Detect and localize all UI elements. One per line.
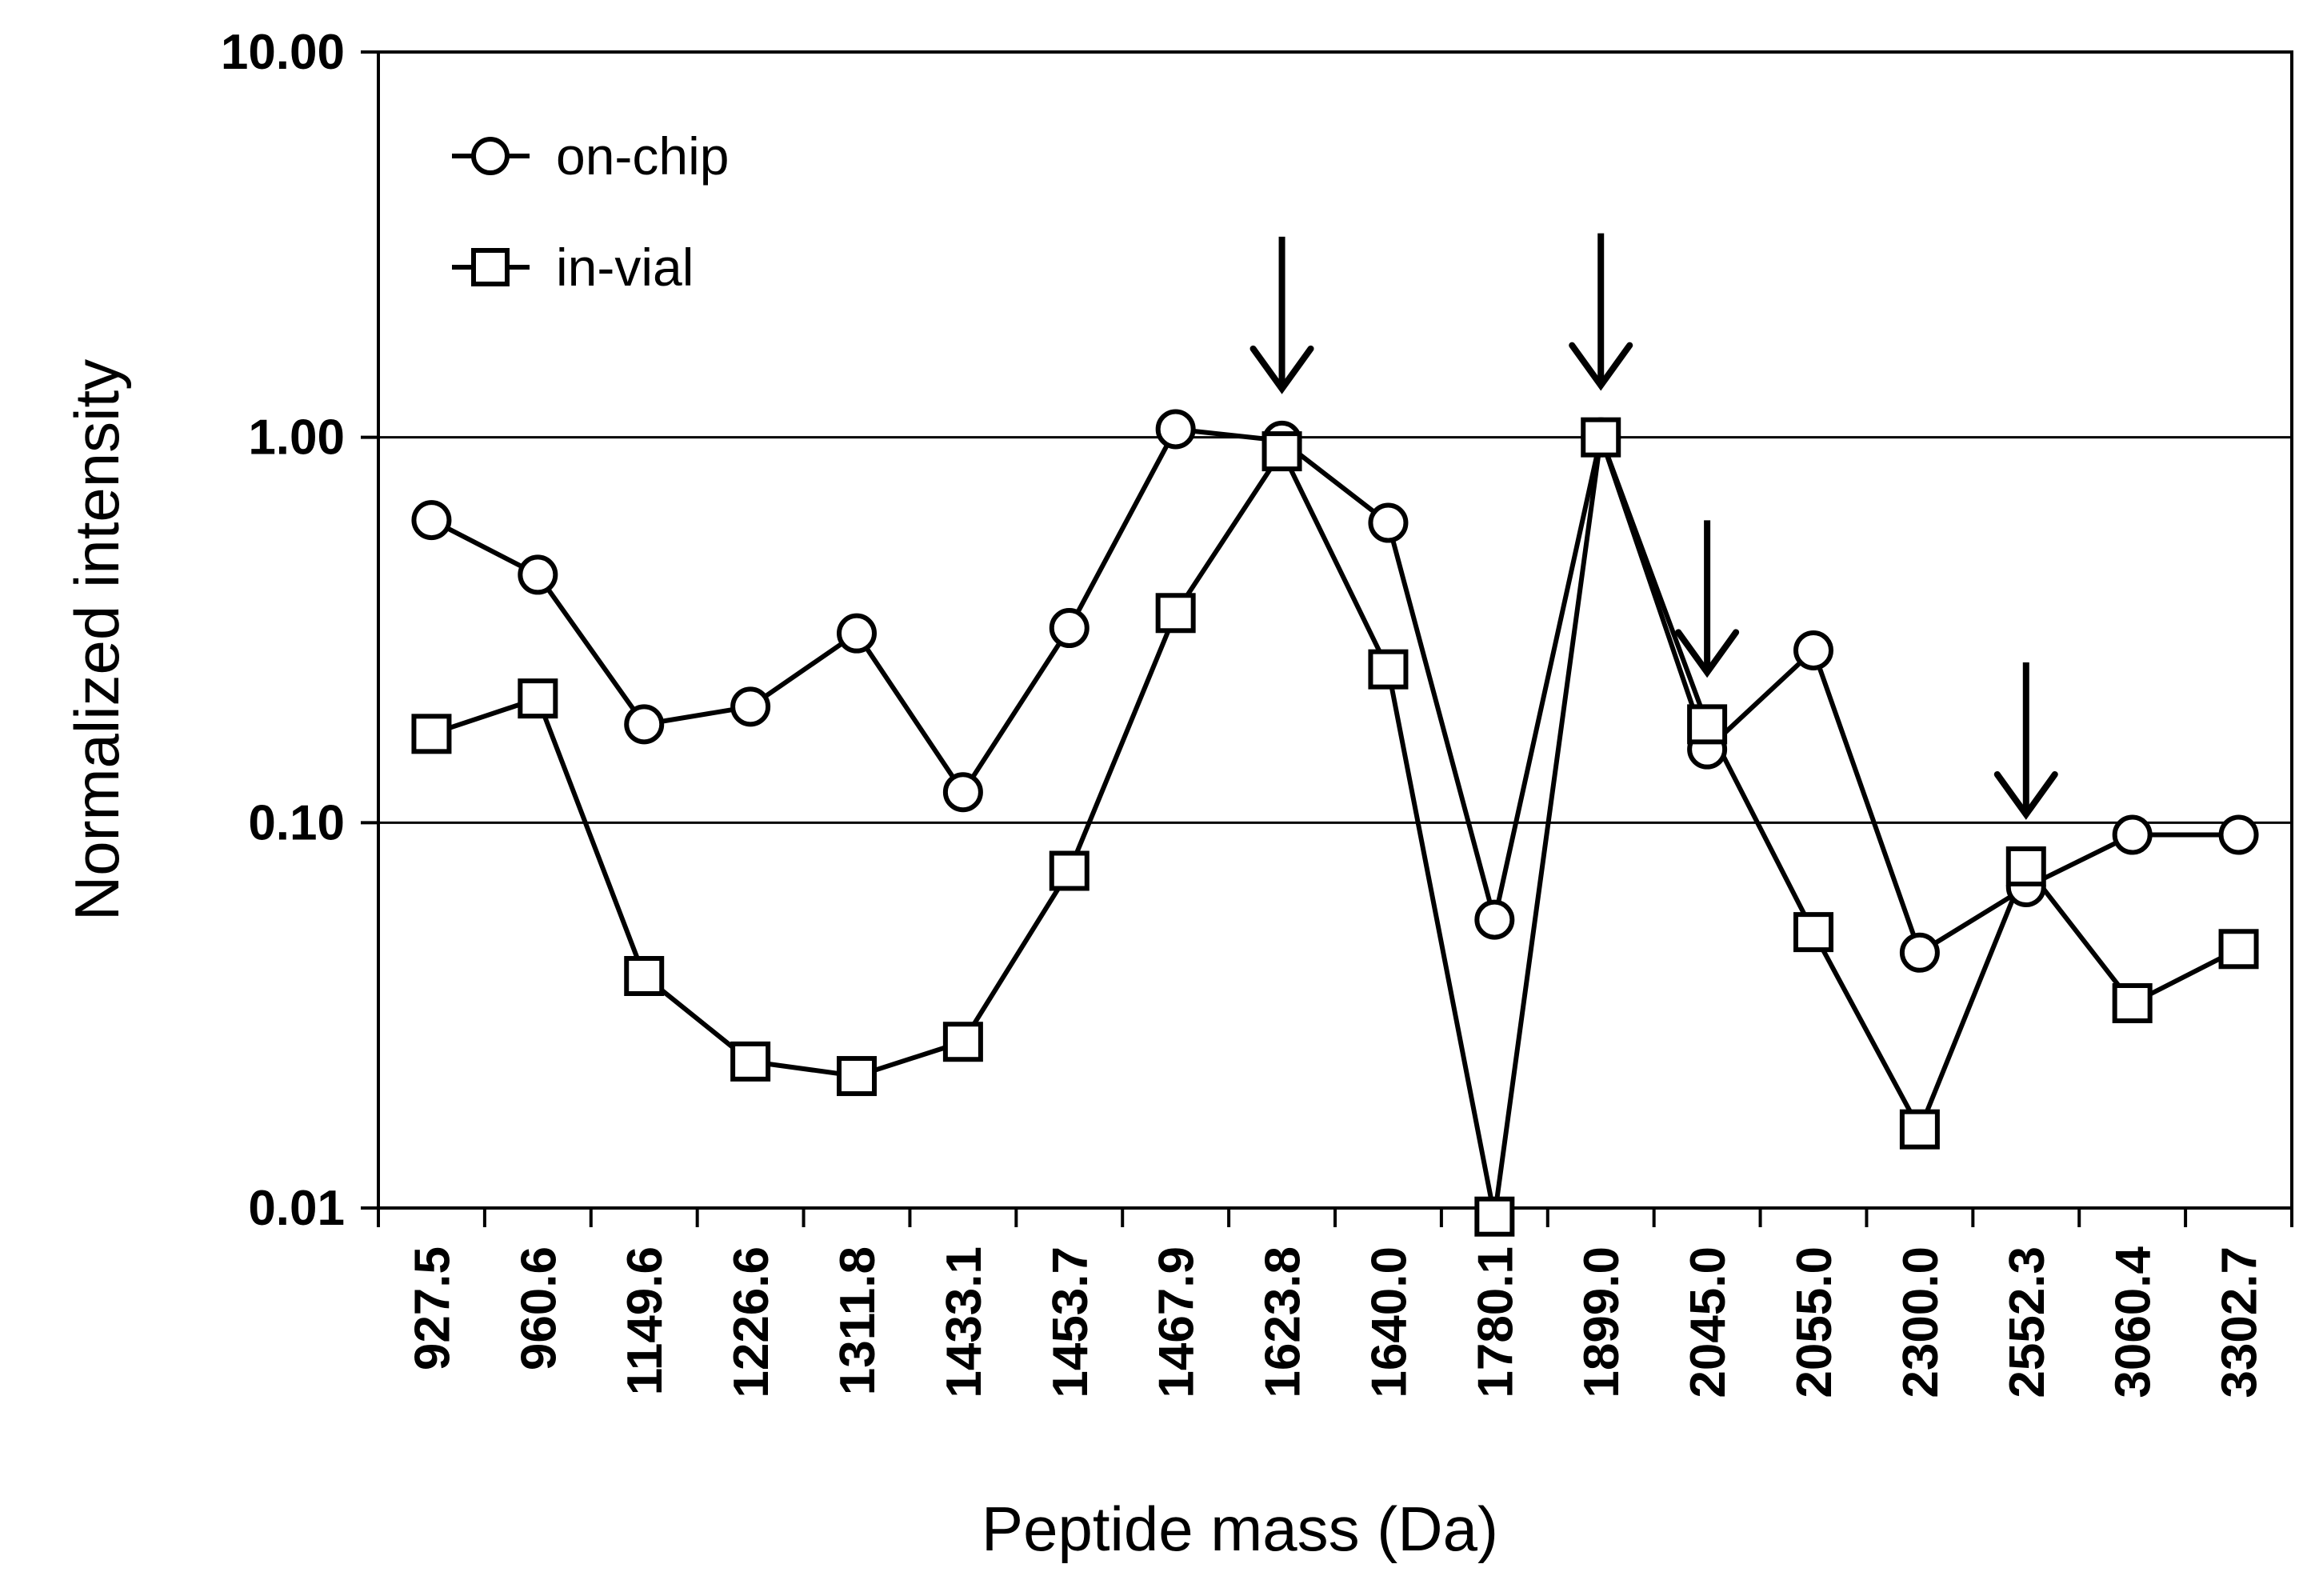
x-tick-label: 2300.0 bbox=[1893, 1246, 1949, 1398]
data-point-in-vial bbox=[1899, 1109, 1940, 1150]
data-point-in-vial bbox=[1793, 912, 1833, 953]
x-tick-label: 1226.6 bbox=[724, 1246, 779, 1398]
data-point-on-chip bbox=[624, 704, 665, 745]
x-tick-label: 1623.8 bbox=[1256, 1246, 1311, 1398]
data-point-in-vial bbox=[2218, 929, 2259, 970]
data-point-in-vial bbox=[1368, 649, 1409, 690]
y-tick-label: 10.00 bbox=[221, 25, 345, 80]
x-tick-label: 1453.7 bbox=[1043, 1246, 1098, 1398]
series-line-on-chip bbox=[430, 426, 2239, 955]
data-point-on-chip bbox=[1155, 409, 1196, 450]
data-point-on-chip bbox=[1368, 502, 1409, 543]
data-point-in-vial bbox=[624, 956, 665, 997]
data-point-in-vial bbox=[1687, 704, 1728, 745]
legend-in-vial-label: in-vial bbox=[556, 238, 694, 297]
data-point-in-vial bbox=[2112, 983, 2153, 1024]
y-axis-ticks: 0.01 0.10 1.00 10.00 bbox=[221, 25, 378, 1236]
x-tick-label: 927.5 bbox=[405, 1246, 460, 1370]
x-tick-label: 1433.1 bbox=[937, 1246, 992, 1398]
data-point-in-vial bbox=[518, 678, 558, 719]
data-point-on-chip bbox=[942, 772, 983, 813]
x-tick-label: 2055.0 bbox=[1787, 1246, 1842, 1398]
data-point-in-vial bbox=[1581, 417, 1621, 458]
data-point-on-chip bbox=[518, 554, 558, 595]
data-point-on-chip bbox=[411, 500, 452, 541]
data-point-on-chip bbox=[1899, 932, 1940, 973]
data-point-in-vial bbox=[837, 1056, 877, 1097]
x-axis-title: Peptide mass (Da) bbox=[982, 1494, 1498, 1564]
data-point-in-vial bbox=[942, 1022, 983, 1062]
x-tick-label: 960.6 bbox=[511, 1246, 566, 1370]
gridlines bbox=[378, 50, 2292, 1210]
y-tick-label: 0.01 bbox=[248, 1181, 345, 1236]
data-point-on-chip bbox=[1793, 630, 1833, 670]
legend: on-chip in-vial bbox=[452, 126, 729, 297]
data-point-on-chip bbox=[2112, 814, 2153, 855]
down-arrow-icon bbox=[1675, 520, 1740, 678]
series-lines bbox=[411, 409, 2259, 1237]
down-arrow-icon bbox=[1993, 662, 2058, 820]
data-point-in-vial bbox=[1049, 850, 1090, 891]
x-tick-label: 3302.7 bbox=[2213, 1246, 2268, 1398]
data-point-in-vial bbox=[1155, 593, 1196, 634]
x-tick-label: 3060.4 bbox=[2106, 1246, 2161, 1398]
x-axis-ticks: 927.5 960.6 1149.6 1226.6 1311.8 1433.1 1453.7… bbox=[377, 1208, 2293, 1398]
data-point-in-vial bbox=[1261, 431, 1302, 472]
x-tick-label: 1311.8 bbox=[830, 1246, 886, 1395]
x-tick-label: 2045.0 bbox=[1681, 1246, 1736, 1398]
data-point-in-vial bbox=[2005, 846, 2046, 887]
legend-in-vial-marker-square bbox=[471, 248, 510, 286]
legend-on-chip-marker-circle bbox=[471, 137, 510, 175]
down-arrow-icon bbox=[1569, 233, 1633, 391]
data-point-in-vial bbox=[730, 1041, 771, 1082]
annotation-arrows bbox=[1249, 233, 2058, 820]
x-tick-label: 1780.1 bbox=[1468, 1246, 1523, 1398]
data-point-in-vial bbox=[1474, 1196, 1515, 1237]
x-tick-label: 1149.6 bbox=[618, 1246, 673, 1395]
data-point-on-chip bbox=[2218, 814, 2259, 855]
y-tick-label: 0.10 bbox=[248, 795, 345, 850]
legend-on-chip-label: on-chip bbox=[556, 126, 729, 186]
plot-area-frame bbox=[377, 50, 2293, 1210]
series-line-in-vial bbox=[430, 434, 2240, 1219]
down-arrow-icon bbox=[1249, 236, 1314, 394]
x-tick-label: 2552.3 bbox=[2000, 1246, 2055, 1398]
x-tick-label: 1467.9 bbox=[1150, 1246, 1205, 1398]
y-axis-title: Normalized intensity bbox=[62, 359, 132, 921]
data-point-on-chip bbox=[1049, 608, 1090, 649]
x-tick-label: 1899.0 bbox=[1574, 1246, 1629, 1398]
data-point-in-vial bbox=[411, 714, 452, 754]
data-point-on-chip bbox=[1474, 899, 1515, 940]
x-tick-label: 1640.0 bbox=[1361, 1246, 1417, 1398]
data-point-on-chip bbox=[837, 613, 877, 654]
y-tick-label: 1.00 bbox=[248, 410, 345, 466]
data-point-on-chip bbox=[730, 686, 771, 727]
